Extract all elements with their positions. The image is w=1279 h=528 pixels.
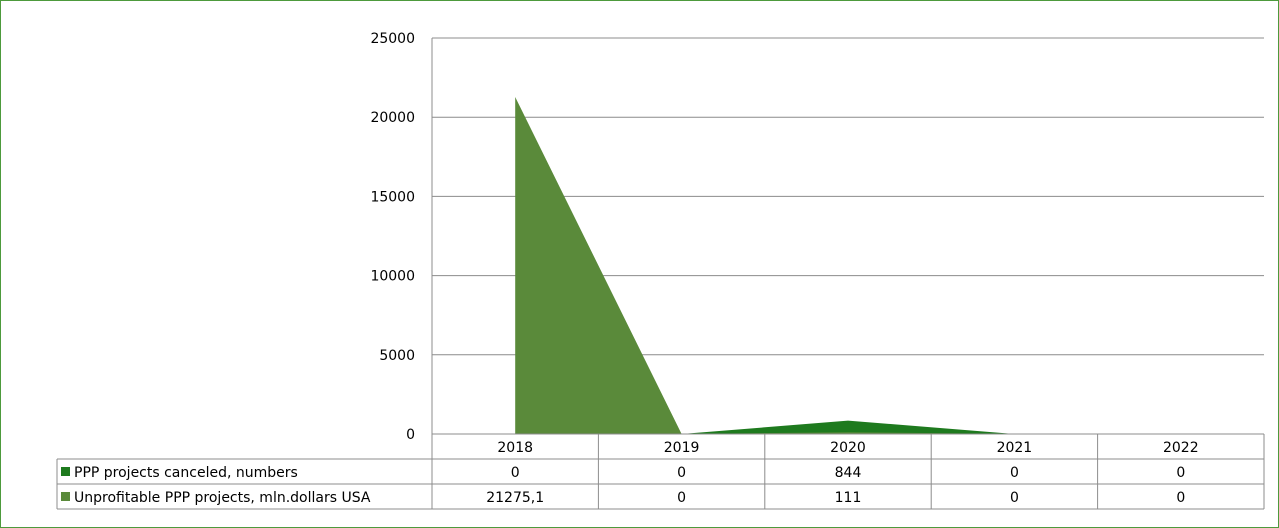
table-cell-value: 0 <box>1010 490 1019 506</box>
y-axis: 0 5000 10000 15000 20000 25000 <box>370 31 433 443</box>
table-cell-value: 0 <box>1176 490 1185 506</box>
y-tick-label: 0 <box>406 427 415 443</box>
y-tick-label: 5000 <box>379 348 415 364</box>
area-series-1 <box>515 420 1181 434</box>
x-category-label: 2018 <box>497 440 533 456</box>
legend-series-name: Unprofitable PPP projects, mln.dollars U… <box>74 490 371 506</box>
table-cell-value: 0 <box>677 465 686 481</box>
legend-series-name: PPP projects canceled, numbers <box>74 465 298 481</box>
y-tick-label: 10000 <box>370 269 415 285</box>
x-category-label: 2022 <box>1163 440 1199 456</box>
y-tick-label: 15000 <box>370 189 415 205</box>
x-category-label: 2020 <box>830 440 866 456</box>
table-cell-value: 844 <box>835 465 862 481</box>
x-category-label: 2019 <box>664 440 700 456</box>
table-cell-value: 111 <box>835 490 862 506</box>
plot-areas <box>515 97 1181 435</box>
legend-swatch <box>61 467 70 476</box>
legend-swatch <box>61 492 70 501</box>
x-category-label: 2021 <box>997 440 1033 456</box>
table-cell-value: 0 <box>677 490 686 506</box>
table-cell-value: 21275,1 <box>486 490 544 506</box>
table-cell-value: 0 <box>511 465 520 481</box>
y-tick-label: 25000 <box>370 31 415 47</box>
data-table: 2018 2019 2020 2021 2022 PPP projects cancele… <box>56 433 1265 510</box>
area-series-2 <box>515 97 1181 435</box>
table-cell-value: 0 <box>1176 465 1185 481</box>
table-cell-value: 0 <box>1010 465 1019 481</box>
y-tick-label: 20000 <box>370 110 415 126</box>
